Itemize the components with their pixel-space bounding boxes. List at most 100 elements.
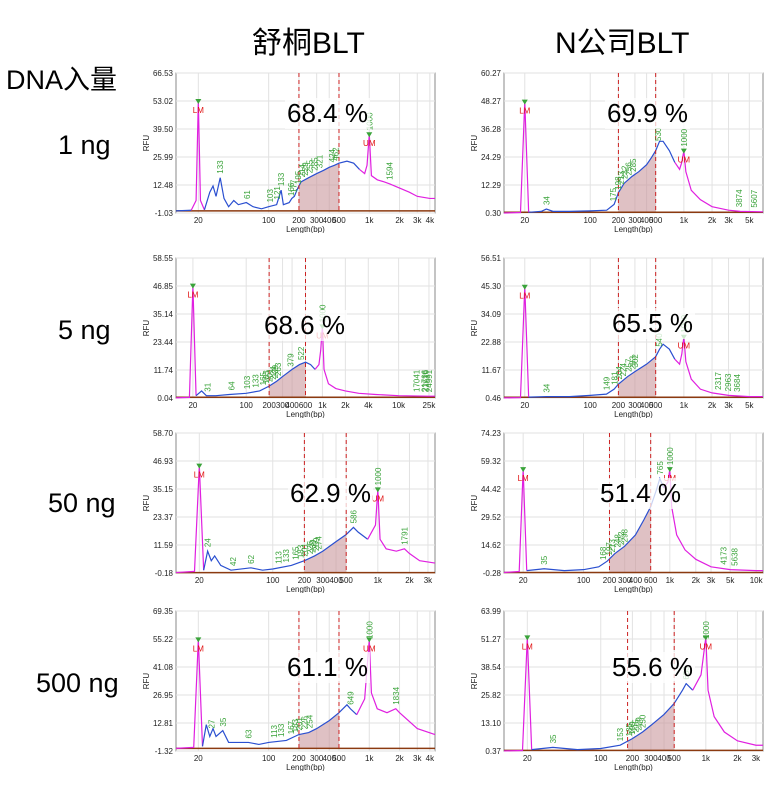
peak-size-label: 1000 <box>702 621 711 639</box>
x-tick-label: 200 <box>262 401 276 410</box>
y-tick-label: -0.18 <box>155 569 174 578</box>
x-axis-label: Length(bp) <box>286 410 325 418</box>
peak-size-label: 239 <box>309 539 318 553</box>
marker-trace <box>314 326 435 397</box>
peak-size-label: 257 <box>625 358 634 372</box>
peak-size-label: 181 <box>610 371 619 385</box>
x-axis-label: Length(bp) <box>614 225 653 233</box>
peak-size-label: 229 <box>301 162 310 176</box>
y-tick-label: 12.81 <box>153 719 174 728</box>
shaded-region <box>298 163 339 211</box>
x-tick-label: 200 <box>626 754 640 763</box>
peak-size-label: 765 <box>656 461 665 475</box>
peak-size-label: 214 <box>298 164 307 178</box>
peak-size-label: 133 <box>282 549 291 563</box>
marker-arrow <box>680 148 687 154</box>
y-tick-label: 53.02 <box>153 97 174 106</box>
x-tick-label: 100 <box>240 401 254 410</box>
peak-size-label: 27 <box>207 719 216 728</box>
marker-trace <box>503 101 530 214</box>
y-axis-label: RFU <box>470 673 479 690</box>
peak-size-label: 1000 <box>374 467 383 485</box>
peak-size-label: 285 <box>629 158 638 172</box>
shaded-region <box>627 703 675 751</box>
y-tick-label: 35.14 <box>153 310 174 319</box>
peak-size-label: 24 <box>204 538 213 547</box>
peak-size-label: 165 <box>292 546 301 560</box>
sample-trace <box>531 682 694 751</box>
x-tick-label: 5k <box>726 576 735 585</box>
electropherogram-panel-A2: 58.55 46.85 35.14 23.44 11.74 0.04 20 100 200 300… <box>140 250 440 418</box>
peak-size-label: 302 <box>631 354 640 368</box>
y-tick-label: 56.51 <box>481 254 502 263</box>
peak-size-label: 166 <box>287 182 296 196</box>
peak-size-label: 35 <box>219 717 228 726</box>
peak-size-label: 165 <box>259 371 268 385</box>
peak-size-label: 133 <box>216 160 225 174</box>
peak-size-label: 226 <box>300 716 309 730</box>
x-tick-label: 4k <box>364 401 373 410</box>
marker-trace <box>503 637 533 752</box>
peak-size-label: 133 <box>252 374 261 388</box>
peak-size-label: 183 <box>262 370 271 384</box>
x-tick-label: 3k <box>413 216 422 225</box>
lower-marker-label: LM <box>193 106 204 115</box>
x-tick-label: 10k <box>750 576 764 585</box>
percent-label-A3: 62.9 % <box>288 478 373 509</box>
marker-trace <box>175 639 204 749</box>
x-tick-label: 1k <box>318 401 327 410</box>
lower-marker-label: LM <box>519 107 530 116</box>
y-tick-label: 26.95 <box>153 691 174 700</box>
peak-size-label: 4173 <box>719 546 728 564</box>
y-axis-label: RFU <box>470 135 479 152</box>
electropherogram-A1: 66.53 53.02 39.50 25.99 12.48 -1.03 20 100 200 30… <box>142 69 436 233</box>
shaded-region <box>269 362 306 398</box>
y-axis-label: RFU <box>470 320 479 337</box>
y-tick-label: 12.29 <box>481 181 502 190</box>
peak-size-label: 298 <box>620 528 629 542</box>
peak-size-label: 34 <box>542 383 551 392</box>
x-tick-label: 300 <box>310 216 324 225</box>
y-tick-label: 23.44 <box>153 338 174 347</box>
y-tick-label: 11.59 <box>154 541 174 550</box>
upper-marker-label: UM <box>700 642 713 651</box>
peak-size-label: 1000 <box>666 447 675 465</box>
percent-label-B4: 55.6 % <box>610 652 695 683</box>
y-tick-label: 63.99 <box>481 607 502 616</box>
y-tick-label: 69.35 <box>153 607 174 616</box>
marker-arrow <box>524 635 531 641</box>
x-tick-label: 400 <box>640 401 654 410</box>
peak-size-label: 274 <box>315 536 324 550</box>
electropherogram-A4: 69.35 55.22 41.08 26.95 12.81 -1.32 20 100 200 30… <box>142 607 436 771</box>
peak-size-label: 103 <box>243 375 252 389</box>
peak-size-label: 133 <box>277 723 286 737</box>
y-tick-label: 60.27 <box>481 69 502 78</box>
x-tick-label: 1k <box>374 576 383 585</box>
peak-size-label: 2963 <box>724 373 733 391</box>
peak-size-label: 183 <box>291 718 300 732</box>
x-tick-label: 400 <box>323 216 337 225</box>
peak-size-label: 5638 <box>731 547 740 565</box>
y-axis-label: RFU <box>142 320 151 337</box>
y-tick-label: 41.08 <box>153 663 174 672</box>
marker-trace <box>663 469 763 572</box>
x-tick-label: 1k <box>702 754 711 763</box>
x-tick-label: 300 <box>618 576 632 585</box>
x-tick-label: 300 <box>628 401 642 410</box>
y-tick-label: 22.88 <box>481 338 502 347</box>
y-tick-label: 39.50 <box>153 125 174 134</box>
marker-arrow <box>366 637 373 643</box>
peak-size-label: 34 <box>542 196 551 205</box>
x-tick-label: 3k <box>413 754 422 763</box>
peak-size-label: 121 <box>273 186 282 200</box>
marker-trace <box>692 637 763 746</box>
peak-size-label: 213 <box>617 171 626 185</box>
x-tick-label: 1k <box>680 401 689 410</box>
y-tick-label: 58.70 <box>153 429 174 438</box>
x-tick-label: 2k <box>708 216 717 225</box>
marker-arrow <box>366 132 373 138</box>
y-tick-label: 55.22 <box>153 635 174 644</box>
sample-trace <box>528 140 676 213</box>
peak-size-label: 2317 <box>714 371 723 389</box>
x-tick-label: 500 <box>340 576 354 585</box>
